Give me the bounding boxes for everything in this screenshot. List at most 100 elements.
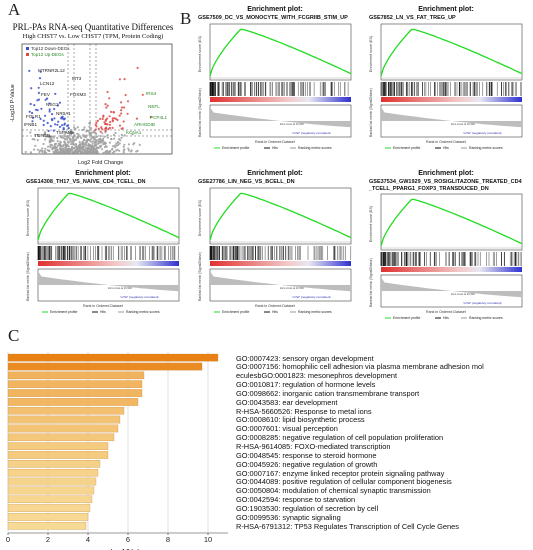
gsea-neg-label: 'LOW' (negatively correlated) — [120, 295, 159, 299]
volcano-subtitle: High CHST7 vs. Low CHST7 (TPM, Protein C… — [22, 33, 164, 40]
volcano-point — [65, 150, 68, 153]
volcano-point — [36, 109, 39, 112]
volcano-point — [112, 145, 115, 148]
gsea-legend-item: Ranking metric scores — [298, 146, 332, 150]
go-term-label: GO:0008285: negative regulation of cell … — [236, 433, 444, 443]
volcano-point — [29, 151, 33, 154]
volcano-point — [33, 138, 36, 141]
volcano-point — [71, 138, 74, 141]
volcano-down-gene-label: FOXM3 — [70, 92, 86, 97]
volcano-point — [100, 141, 103, 144]
volcano-point — [73, 146, 76, 149]
ranking-heat-bar — [381, 97, 522, 102]
gsea-metric-axis-label: Ranked list metric (Signal2Noise) — [198, 252, 202, 301]
volcano-point — [79, 144, 82, 147]
volcano-point — [54, 92, 57, 95]
volcano-point — [112, 133, 115, 137]
go-term-label: GO:0010817: regulation of hormone levels — [236, 380, 376, 390]
volcano-point — [41, 147, 44, 150]
bar-x-tick-label: 8 — [166, 535, 170, 544]
volcano-point — [43, 149, 46, 152]
gsea-geneset-title: GSE37534_GW1929_VS_ROSIGLITAZONE_TREATED… — [369, 179, 522, 192]
volcano-point — [75, 136, 78, 139]
volcano-point — [118, 142, 121, 145]
volcano-point — [87, 148, 90, 151]
volcano-point — [31, 111, 34, 115]
volcano-point — [102, 137, 105, 140]
volcano-point — [120, 109, 123, 112]
volcano-point — [93, 141, 96, 144]
volcano-point — [53, 146, 57, 149]
gsea-plot-5: Enrichment plot: GSE37534_GW1929_VS_ROSIG… — [367, 170, 525, 335]
gsea-legend-item: Enrichment profile — [222, 310, 249, 314]
go-term-label: GO:0007167: enzyme linked receptor prote… — [236, 468, 445, 478]
bar-x-axis-label: -log10(p) — [108, 548, 140, 550]
bar-5 — [7, 389, 143, 397]
volcano-point — [88, 125, 91, 128]
gsea-plot-heading: Enrichment plot: — [247, 6, 303, 13]
volcano-point — [39, 70, 42, 73]
gsea-plot-heading: Enrichment plot: — [247, 170, 303, 177]
volcano-point — [126, 112, 129, 115]
volcano-point — [55, 151, 58, 154]
bar-4 — [7, 380, 143, 388]
volcano-point — [111, 126, 114, 129]
gsea-zero-cross-label: Zero cross at 16,502 — [280, 286, 304, 290]
volcano-point — [83, 139, 86, 142]
volcano-point — [48, 108, 51, 111]
volcano-point — [101, 139, 105, 142]
volcano-point — [82, 151, 85, 154]
gsea-plot-heading: Enrichment plot: — [418, 6, 474, 13]
volcano-point — [90, 127, 93, 130]
volcano-point — [30, 87, 33, 90]
volcano-point — [90, 134, 93, 137]
volcano-point — [48, 102, 51, 105]
volcano-point — [36, 133, 39, 136]
volcano-point — [38, 77, 42, 80]
volcano-point — [104, 131, 107, 134]
volcano-point — [74, 127, 77, 130]
volcano-point — [42, 119, 45, 122]
volcano-point — [114, 146, 117, 149]
volcano-point — [87, 144, 90, 147]
gsea-x-axis-label: Rank in Ordered Dataset — [426, 140, 466, 144]
volcano-point — [87, 129, 90, 132]
bar-17 — [7, 495, 93, 504]
volcano-point — [46, 97, 49, 100]
gsea-es-axis-label: Enrichment score (ES) — [26, 200, 30, 236]
volcano-point — [85, 134, 88, 137]
volcano-point — [129, 150, 133, 153]
volcano-point — [56, 123, 59, 126]
gsea-canvas: Enrichment score (ES)'high' (positively … — [198, 187, 352, 314]
volcano-point — [114, 144, 117, 147]
volcano-point — [52, 129, 55, 132]
volcano-point — [79, 135, 82, 138]
volcano-point — [118, 149, 121, 152]
volcano-point — [135, 117, 138, 120]
volcano-point — [56, 144, 59, 147]
volcano-point — [54, 123, 57, 126]
volcano-point — [47, 129, 50, 133]
volcano-point — [88, 122, 91, 125]
go-term-label: GO:1903530: regulation of secretion by c… — [236, 503, 379, 513]
go-term-label: R-HSA-5660526: Response to metal ions — [236, 406, 372, 416]
gsea-es-axis-label: Enrichment score (ES) — [369, 36, 373, 72]
volcano-point — [41, 151, 44, 154]
volcano-up-gene-label: IRS4 — [146, 91, 157, 96]
volcano-point — [34, 144, 37, 147]
volcano-point — [53, 117, 56, 120]
gsea-legend-item: Ranking metric scores — [298, 310, 332, 314]
bar-15 — [7, 477, 97, 486]
volcano-point — [29, 102, 32, 106]
volcano-point — [82, 128, 85, 131]
volcano-point — [36, 139, 39, 142]
volcano-point — [67, 127, 70, 130]
gsea-legend-item: Ranking metric scores — [469, 146, 503, 150]
volcano-point — [69, 137, 72, 140]
volcano-point — [108, 141, 111, 144]
volcano-point — [88, 150, 91, 153]
volcano-point — [89, 132, 93, 135]
volcano-point — [103, 141, 106, 144]
volcano-point — [40, 107, 43, 110]
volcano-down-gene-label: TSPAN8 — [56, 130, 74, 135]
